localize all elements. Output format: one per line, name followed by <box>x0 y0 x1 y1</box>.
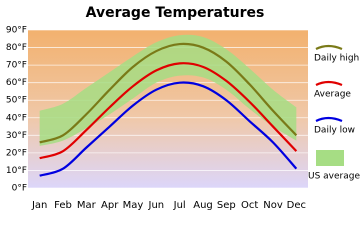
y-tick-label: 60°F <box>6 78 27 88</box>
x-tick-label: Aug <box>193 200 213 211</box>
x-tick-label: Jan <box>31 200 47 211</box>
x-tick-label: May <box>123 200 144 211</box>
line-series <box>39 62 298 160</box>
x-tick-label: Apr <box>101 200 119 211</box>
y-tick-label: 40°F <box>6 113 27 123</box>
y-tick-label: 80°F <box>6 43 27 53</box>
band-area <box>39 34 297 146</box>
x-tick-label: Feb <box>54 200 72 211</box>
y-tick-label: 20°F <box>6 148 27 158</box>
y-tick-label: 50°F <box>6 96 27 106</box>
y-tick-label: 30°F <box>6 131 27 141</box>
legend-swatch <box>316 150 344 166</box>
chart: Average Temperatures 0°F 10°F 20°F 30°F 40°F… <box>5 5 360 211</box>
legend-swatch <box>315 116 343 123</box>
legend-swatch <box>315 80 343 87</box>
x-tick-label: Nov <box>263 200 283 211</box>
legend-label: Daily low <box>314 126 355 136</box>
legend-label: Average <box>314 90 351 100</box>
x-tick-label: Sep <box>217 200 236 211</box>
x-tick-label: Mar <box>77 200 97 211</box>
y-tick-label: 10°F <box>6 166 27 176</box>
x-tick-label: Oct <box>241 200 258 211</box>
legend-label: Daily high <box>314 54 359 64</box>
line-series <box>39 42 298 144</box>
legend-swatch <box>315 44 343 51</box>
legend-label: US average <box>308 172 360 182</box>
y-tick-label: 0°F <box>12 184 27 194</box>
chart-title: Average Temperatures <box>86 5 265 21</box>
x-tick-label: Dec <box>287 200 306 211</box>
y-tick-label: 70°F <box>6 61 27 71</box>
line-series <box>39 81 298 177</box>
x-tick-label: Jun <box>148 200 165 211</box>
y-tick-label: 90°F <box>6 26 27 36</box>
x-tick-label: Jul <box>173 200 186 211</box>
